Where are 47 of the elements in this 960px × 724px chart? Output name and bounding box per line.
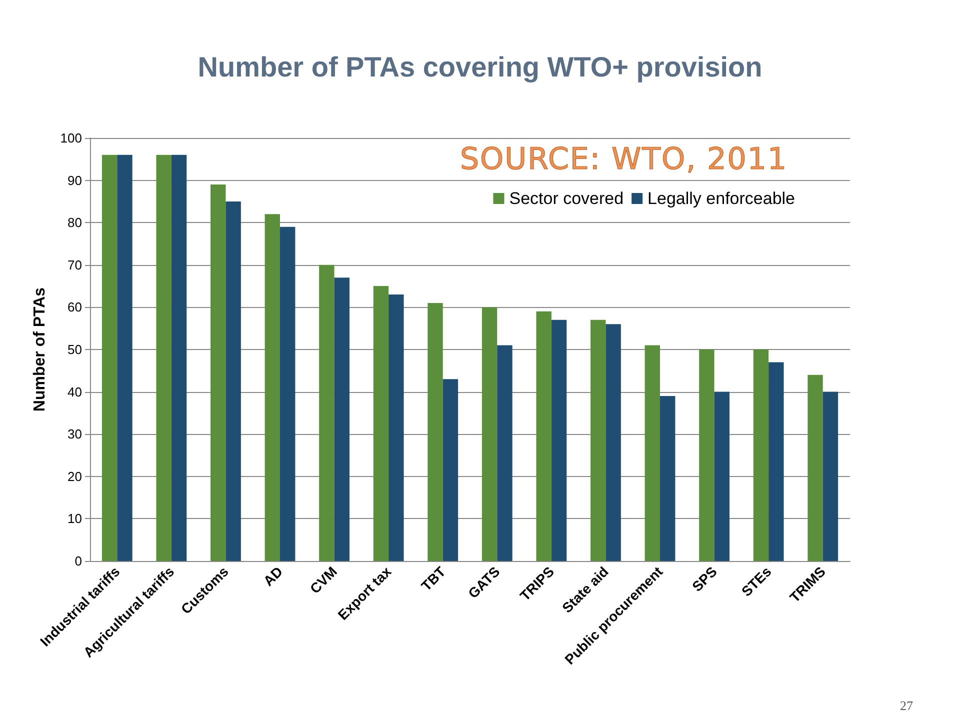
y-tick-label: 100 (60, 130, 82, 146)
bar (264, 214, 280, 561)
bar (606, 324, 621, 561)
bar (428, 302, 443, 561)
bar (156, 154, 172, 561)
bar (822, 392, 838, 561)
annotation: SOURCE: WTO, 2011 (460, 142, 788, 177)
bar (388, 294, 404, 561)
bar (536, 311, 552, 561)
y-tick-label: 30 (68, 426, 82, 442)
bar (334, 278, 350, 561)
bar (660, 396, 676, 561)
legend-label: Sector covered (509, 189, 624, 208)
y-tick-label: 20 (68, 468, 82, 484)
y-tick-label: 40 (68, 384, 82, 400)
y-tick-label: 90 (68, 172, 82, 188)
legend-label: Legally enforceable (648, 189, 796, 208)
y-axis-title: Number of PTAs (32, 287, 48, 412)
bar (102, 154, 118, 561)
bar (373, 286, 389, 561)
y-tick-label: 10 (68, 511, 82, 526)
bar (551, 320, 567, 561)
text: 27 (900, 698, 913, 714)
bar (226, 201, 241, 561)
bar (442, 379, 458, 561)
bar (482, 307, 498, 561)
y-tick-label: 70 (68, 257, 82, 272)
bar (210, 184, 226, 561)
y-tick-label: 80 (68, 215, 82, 230)
bar (714, 392, 730, 561)
bar (280, 226, 296, 561)
y-tick-label: 0 (74, 554, 82, 568)
bar (753, 350, 769, 561)
bar (319, 264, 334, 561)
bar (171, 154, 187, 561)
chart-title: Number of PTAs covering WTO+ provision (198, 52, 762, 82)
bar (590, 320, 606, 561)
x-tick-label: TBT (418, 563, 449, 594)
bar (699, 350, 714, 561)
y-tick-label: 50 (68, 342, 82, 357)
bar (808, 374, 823, 561)
bar (644, 345, 660, 561)
x-tick-label: AD (260, 563, 286, 589)
bar (497, 345, 512, 561)
y-tick-label: 60 (68, 300, 82, 315)
bar (117, 154, 132, 561)
bar (768, 362, 784, 561)
